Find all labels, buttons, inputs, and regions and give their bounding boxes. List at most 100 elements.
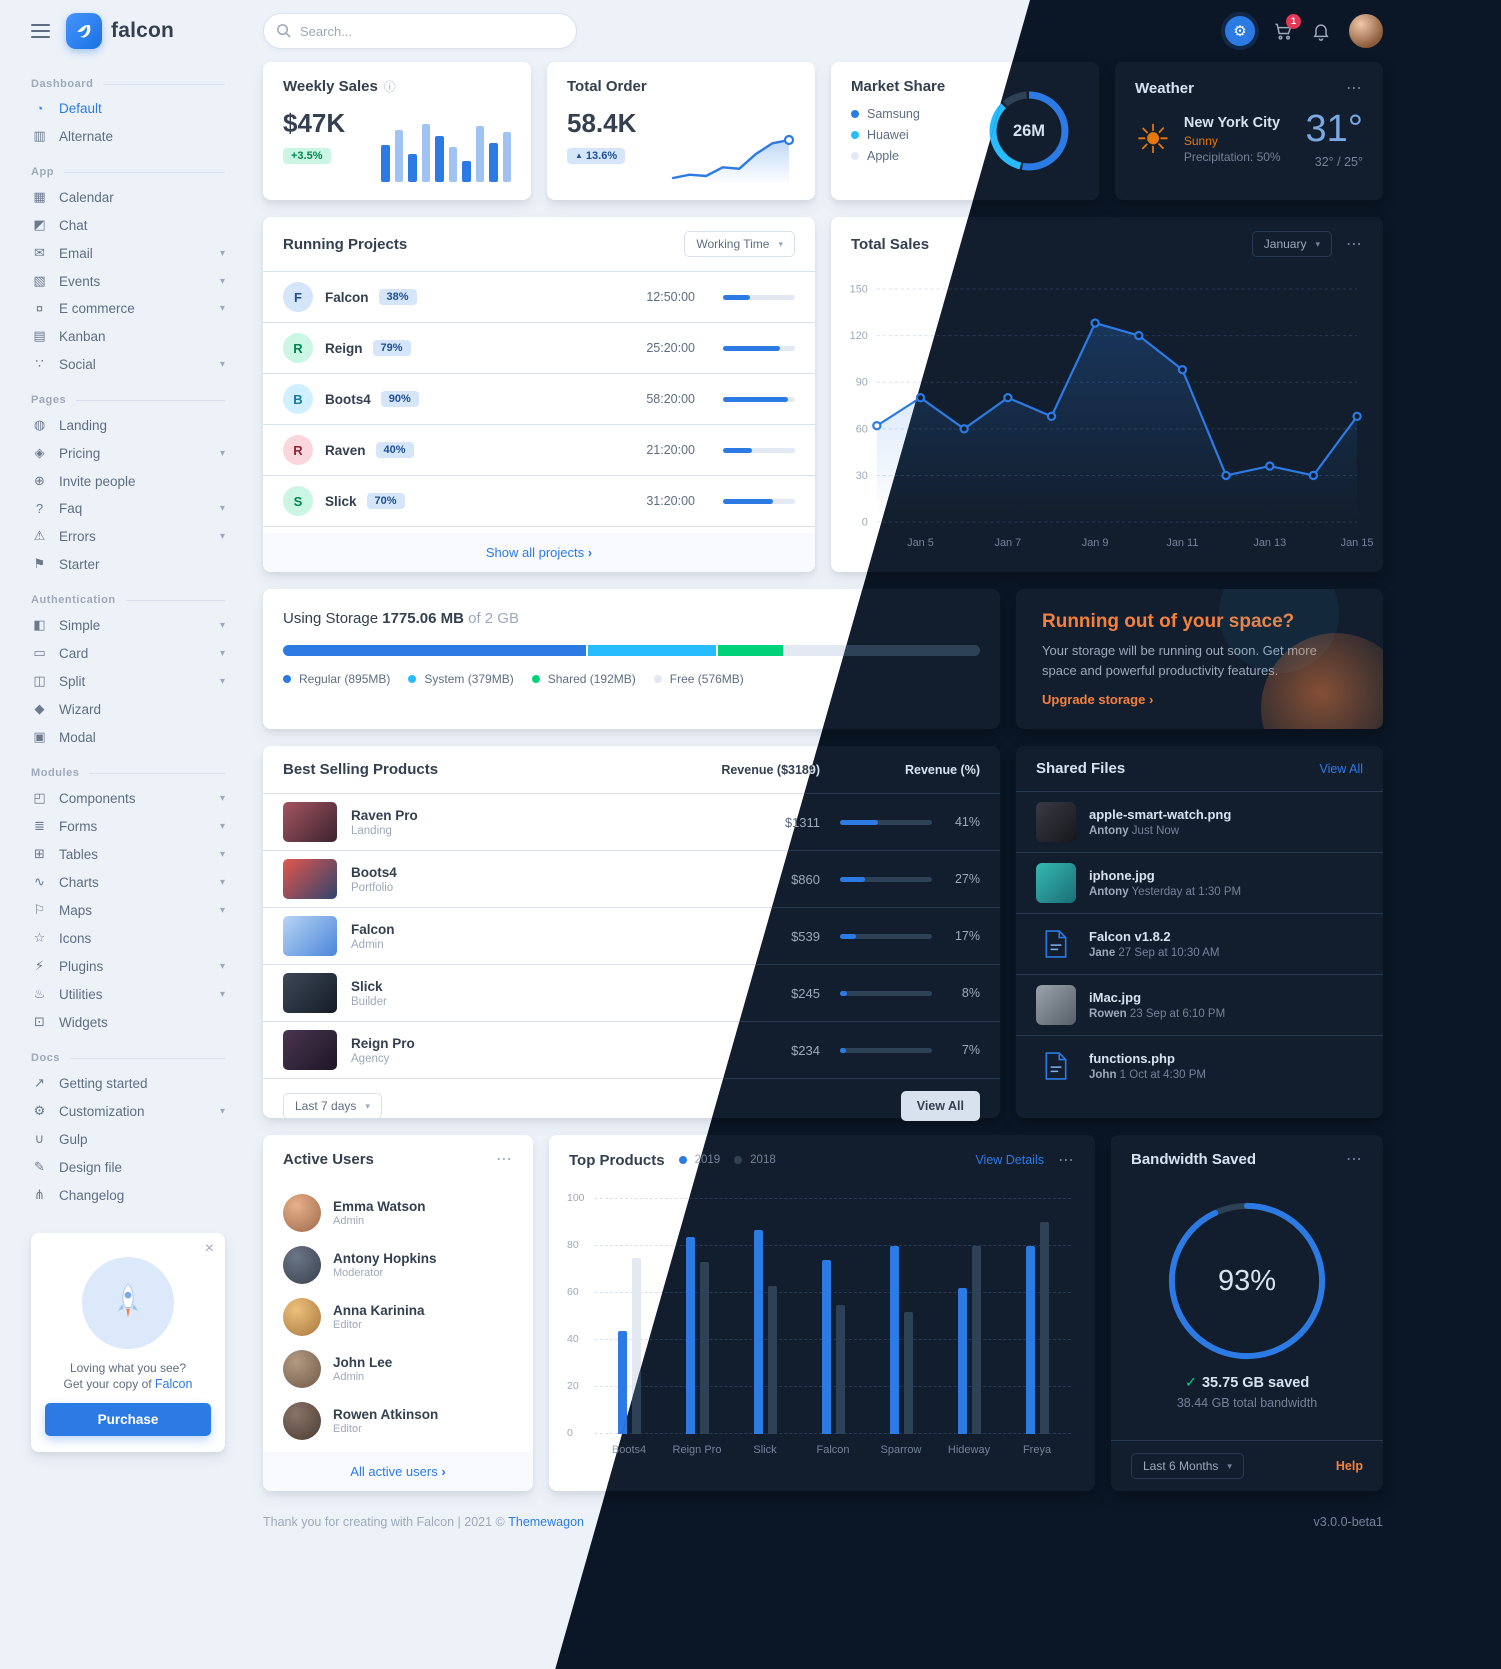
- menu-toggle-icon[interactable]: [31, 24, 50, 38]
- sidebar-item-default[interactable]: ◔Default: [31, 95, 225, 122]
- sidebar-item-chat[interactable]: ◩Chat: [31, 211, 225, 239]
- dots-menu-icon[interactable]: ⋯: [496, 1151, 513, 1168]
- project-name[interactable]: Boots4: [325, 391, 371, 407]
- help-link[interactable]: Help: [1335, 1459, 1363, 1473]
- sidebar-item-errors[interactable]: ⚠Errors▾: [31, 522, 225, 550]
- product-thumbnail: [283, 802, 337, 842]
- sidebar-item-social[interactable]: ∵Social▾: [31, 350, 225, 378]
- cart-icon[interactable]: 1: [1273, 14, 1301, 41]
- sidebar-item-pricing[interactable]: ◈Pricing▾: [31, 439, 226, 467]
- sidebar-item-utilities[interactable]: ♨Utilities▾: [31, 980, 225, 1008]
- project-name[interactable]: Reign: [325, 340, 363, 356]
- search-input[interactable]: [263, 13, 577, 49]
- settings-gear-icon[interactable]: ⚙: [1225, 16, 1255, 46]
- user-avatar[interactable]: [1349, 14, 1383, 48]
- product-name[interactable]: Boots4: [351, 864, 397, 880]
- file-name[interactable]: functions.php: [1089, 1051, 1175, 1066]
- dots-menu-icon[interactable]: ⋯: [1346, 80, 1363, 97]
- chevron-right-icon: ›: [587, 545, 593, 560]
- last-7-days-select[interactable]: Last 7 days▾: [283, 1093, 382, 1119]
- promo-falcon-link[interactable]: Falcon: [154, 1377, 193, 1391]
- svg-text:Jan 11: Jan 11: [1166, 537, 1198, 549]
- svg-text:Jan 7: Jan 7: [994, 537, 1021, 549]
- notifications-bell-icon[interactable]: [1311, 21, 1331, 41]
- bar-2018: [971, 1246, 981, 1434]
- sidebar-item-getting-started[interactable]: ↗Getting started: [31, 1069, 225, 1097]
- sidebar-item-charts[interactable]: ∿Charts▾: [31, 868, 225, 896]
- close-icon[interactable]: ×: [204, 1240, 214, 1257]
- sidebar-item-plugins[interactable]: ⚡Plugins▾: [31, 952, 225, 980]
- sidebar-item-invite-people[interactable]: ⊕Invite people: [31, 467, 225, 495]
- sidebar-item-modal[interactable]: ▣Modal: [31, 723, 225, 751]
- sidebar-item-wizard[interactable]: ◆Wizard: [31, 695, 225, 723]
- product-name[interactable]: Reign Pro: [351, 1035, 415, 1051]
- sidebar-item-customization[interactable]: ⚙Customization▾: [31, 1097, 225, 1125]
- bar-2019: [685, 1237, 695, 1434]
- avatar: [283, 1298, 321, 1336]
- file-name[interactable]: iphone.jpg: [1089, 868, 1155, 883]
- sidebar-item-widgets[interactable]: ⊡Widgets: [31, 1008, 225, 1036]
- sidebar-item-email[interactable]: ✉Email▾: [31, 239, 225, 267]
- themewagon-link[interactable]: Themewagon: [508, 1515, 584, 1529]
- product-name[interactable]: Falcon: [351, 921, 395, 937]
- project-time: 21:20:00: [646, 443, 695, 457]
- last-6-months-select[interactable]: Last 6 Months▾: [1131, 1453, 1244, 1479]
- sidebar-item-card[interactable]: ▭Card▾: [31, 639, 225, 667]
- sidebar-item-simple[interactable]: ◧Simple▾: [31, 611, 225, 639]
- project-name[interactable]: Falcon: [325, 289, 369, 305]
- bar: [381, 145, 390, 182]
- chevron-down-icon: ▾: [219, 988, 225, 1000]
- shared-files-view-all-link[interactable]: View All: [1319, 761, 1363, 776]
- dots-menu-icon[interactable]: ⋯: [1058, 1152, 1075, 1169]
- avatar: [283, 1194, 321, 1232]
- upgrade-storage-link[interactable]: Upgrade storage ›: [1042, 692, 1154, 708]
- view-all-button[interactable]: View All: [900, 1091, 980, 1121]
- sidebar-item-kanban[interactable]: ▤Kanban: [31, 322, 225, 350]
- product-percent: 8%: [961, 986, 980, 1000]
- sidebar-item-landing[interactable]: ◍Landing: [31, 411, 225, 439]
- all-active-users-link[interactable]: All active users ›: [263, 1452, 533, 1491]
- sidebar-item-events[interactable]: ▧Events▾: [31, 267, 225, 295]
- chevron-down-icon: ▾: [219, 792, 225, 804]
- project-name[interactable]: Raven: [325, 442, 366, 458]
- sidebar-item-forms[interactable]: ≣Forms▾: [31, 812, 225, 840]
- bar: [462, 160, 471, 182]
- sidebar-item-changelog[interactable]: ⋔Changelog: [31, 1181, 225, 1209]
- sidebar-item-icons[interactable]: ☆Icons: [31, 924, 225, 952]
- sidebar-item-starter[interactable]: ⚑Starter: [31, 550, 225, 578]
- dots-menu-icon[interactable]: ⋯: [1346, 1151, 1363, 1168]
- sidebar-item-faq[interactable]: ?Faq▾: [31, 495, 225, 522]
- sidebar-item-e-commerce[interactable]: ¤E commerce▾: [31, 295, 225, 322]
- show-all-projects-link[interactable]: Show all projects ›: [263, 533, 815, 572]
- sidebar-item-gulp[interactable]: ∪Gulp: [31, 1125, 225, 1153]
- weather-temperature: 31°: [1305, 108, 1363, 150]
- sidebar-item-components[interactable]: ◰Components▾: [31, 784, 225, 812]
- bar-2018: [631, 1258, 641, 1434]
- storage-legend: Regular (895MB) System (379MB) Shared (192…: [283, 672, 980, 686]
- purchase-button[interactable]: Purchase: [45, 1403, 211, 1436]
- product-name[interactable]: Raven Pro: [351, 807, 418, 823]
- sidebar-item-alternate[interactable]: ▥Alternate: [31, 122, 225, 150]
- falcon-logo[interactable]: falcon: [66, 13, 174, 49]
- file-name[interactable]: Falcon v1.8.2: [1089, 929, 1171, 944]
- storage-segment-system-379mb-: [587, 645, 717, 656]
- file-name[interactable]: iMac.jpg: [1089, 990, 1142, 1005]
- sidebar-item-design-file[interactable]: ✎Design file: [31, 1153, 225, 1181]
- sidebar-item-maps[interactable]: ⚐Maps▾: [31, 896, 225, 924]
- dots-menu-icon[interactable]: ⋯: [1346, 236, 1363, 253]
- file-row-imac-jpg: iMac.jpg Rowen 23 Sep at 6:10 PM: [1016, 975, 1383, 1036]
- sidebar-item-tables[interactable]: ⊞Tables▾: [31, 840, 225, 868]
- month-select[interactable]: January▾: [1251, 231, 1332, 257]
- sidebar-item-calendar[interactable]: ▦Calendar: [31, 183, 225, 211]
- file-name[interactable]: apple-smart-watch.png: [1089, 807, 1232, 822]
- sidebar-item-split[interactable]: ◫Split▾: [31, 667, 225, 695]
- project-name[interactable]: Slick: [325, 493, 357, 509]
- working-time-select[interactable]: Working Time▾: [684, 231, 795, 257]
- product-name[interactable]: Slick: [351, 978, 383, 994]
- view-details-link[interactable]: View Details: [975, 1153, 1044, 1167]
